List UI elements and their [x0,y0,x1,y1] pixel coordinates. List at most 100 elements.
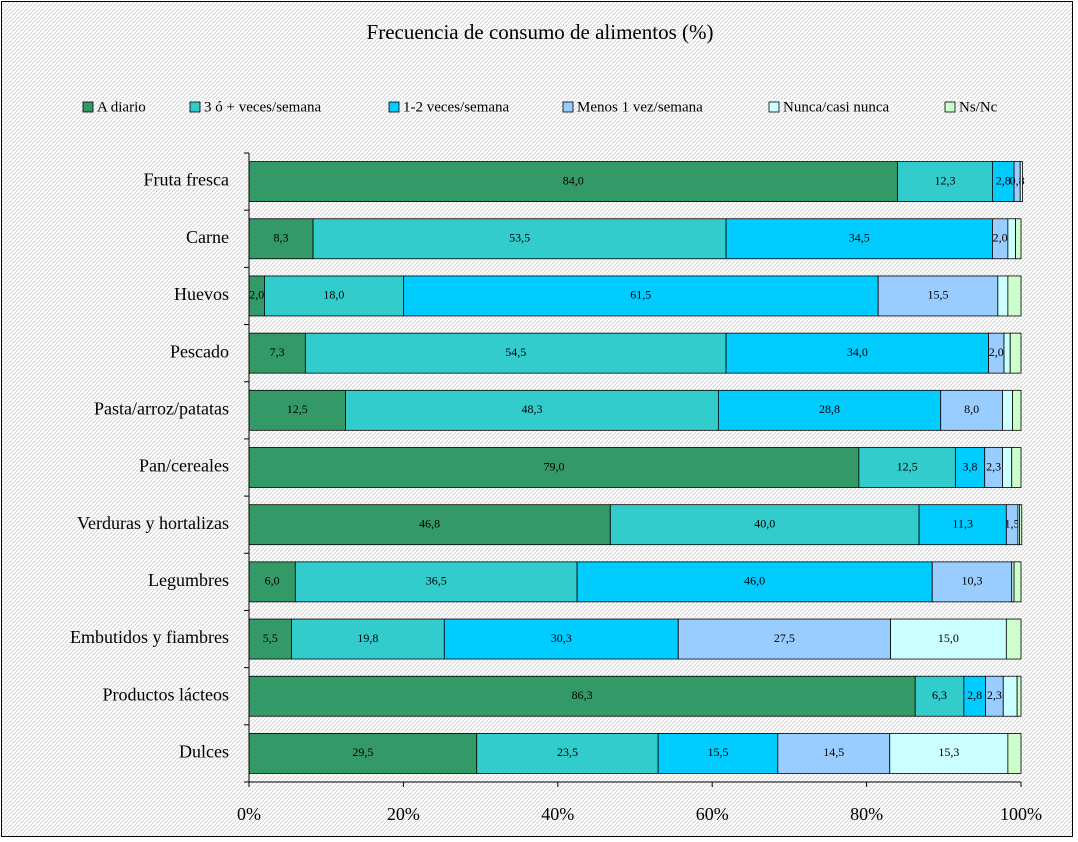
bar-segment [1002,447,1013,488]
bar-segment [248,332,306,374]
bar-segment [1007,733,1022,774]
bar-segment [1015,218,1022,260]
value-label: 19,8 [357,631,378,645]
bar-segment [248,561,296,603]
x-tick-label: 60% [696,804,729,824]
bar-segment [877,275,999,317]
value-label: 46,8 [419,516,440,530]
legend-swatch [562,101,574,113]
value-label: 5,5 [263,631,278,645]
x-tick-label: 40% [541,804,574,824]
value-label: 15,3 [938,745,959,759]
value-label: 2,3 [987,688,1002,702]
value-label: 28,8 [819,402,840,416]
bar-segment [248,389,346,431]
legend-label: Nunca/casi nunca [783,99,890,115]
bar-segment [248,447,860,488]
x-tick-label: 80% [850,804,883,824]
bar-segment [1002,389,1013,431]
value-label: 30,3 [551,631,572,645]
bar-segment [890,618,1007,660]
y-tick-label: Huevos [174,284,229,304]
value-label: 79,0 [543,459,564,473]
value-label: 34,0 [847,345,868,359]
value-label: 15,0 [938,631,959,645]
bar-segment [291,618,445,660]
value-label: 15,5 [707,745,728,759]
value-label: 7,3 [270,345,285,359]
legend-label: A diario [97,99,146,115]
value-label: 29,5 [352,745,373,759]
value-label: 14,5 [823,745,844,759]
bar-segment [248,161,898,202]
value-label: 27,5 [774,631,795,645]
legend-swatch [189,101,201,113]
value-label: 11,3 [952,516,973,530]
bar-segment [1016,675,1022,717]
value-label: 2,0 [249,288,264,302]
chart-title: Frecuencia de consumo de alimentos (%) [367,20,714,44]
value-label: 2,8 [967,688,982,702]
bar-segment [931,561,1013,603]
y-tick-label: Embutidos y fiambres [70,627,229,647]
bar-segment [443,618,679,660]
y-tick-label: Pan/cereales [139,456,229,476]
bar-segment [997,275,1009,317]
bar-segment [897,161,993,202]
legend-swatch [768,101,780,113]
value-label: 54,5 [505,345,526,359]
y-tick-label: Carne [186,227,229,247]
bar-segment [248,733,478,774]
legend-swatch [388,101,400,113]
bar-segment [1019,161,1023,202]
bar-segment [476,733,659,774]
bar-segment [918,504,1007,546]
value-label: 48,3 [521,402,542,416]
legend-swatch [944,101,956,113]
bar-segment [858,447,956,488]
y-tick-label: Legumbres [148,570,229,590]
bar-segment [294,561,578,603]
y-tick-label: Verduras y hortalizas [77,513,229,533]
bar-segment [312,218,727,260]
value-label: 6,0 [265,574,280,588]
value-label: 1,5 [1005,516,1020,530]
bar-segment [717,389,942,431]
value-label: 15,5 [928,288,949,302]
value-label: 8,0 [964,402,979,416]
bar-segment [1002,675,1018,717]
value-label: 8,3 [274,231,289,245]
x-tick-label: 100% [1000,804,1042,824]
value-label: 12,5 [287,402,308,416]
bar-segment [576,561,933,603]
value-label: 34,5 [849,231,870,245]
bar-segment [345,389,719,431]
value-label: 36,5 [426,574,447,588]
legend-swatch [82,101,94,113]
value-label: 61,5 [630,288,651,302]
bar-segment [1007,218,1016,260]
value-label: 10,3 [961,574,982,588]
y-tick-label: Pasta/arroz/patatas [94,398,229,418]
value-label: 53,5 [509,231,530,245]
bar-segment [725,332,989,374]
bar-segment [1011,447,1022,488]
value-label: 3,8 [963,459,978,473]
bar-segment [1003,332,1011,374]
value-label: 2,0 [989,345,1004,359]
legend-label: Menos 1 vez/semana [577,99,703,115]
bar-segment [1005,618,1022,660]
value-label: 2,8 [996,173,1011,187]
bar-segment [777,733,891,774]
value-label: 6,3 [932,688,947,702]
bar-segment [940,389,1003,431]
y-tick-label: Dulces [179,742,229,762]
legend-label: Ns/Nc [959,99,998,115]
bar-segment [1019,504,1023,546]
legend-label: 3 ó + veces/semana [204,99,322,115]
legend-label: 1-2 veces/semana [403,99,510,115]
bar-segment [657,733,779,774]
value-label: 23,5 [557,745,578,759]
bar-segment [1007,275,1022,317]
